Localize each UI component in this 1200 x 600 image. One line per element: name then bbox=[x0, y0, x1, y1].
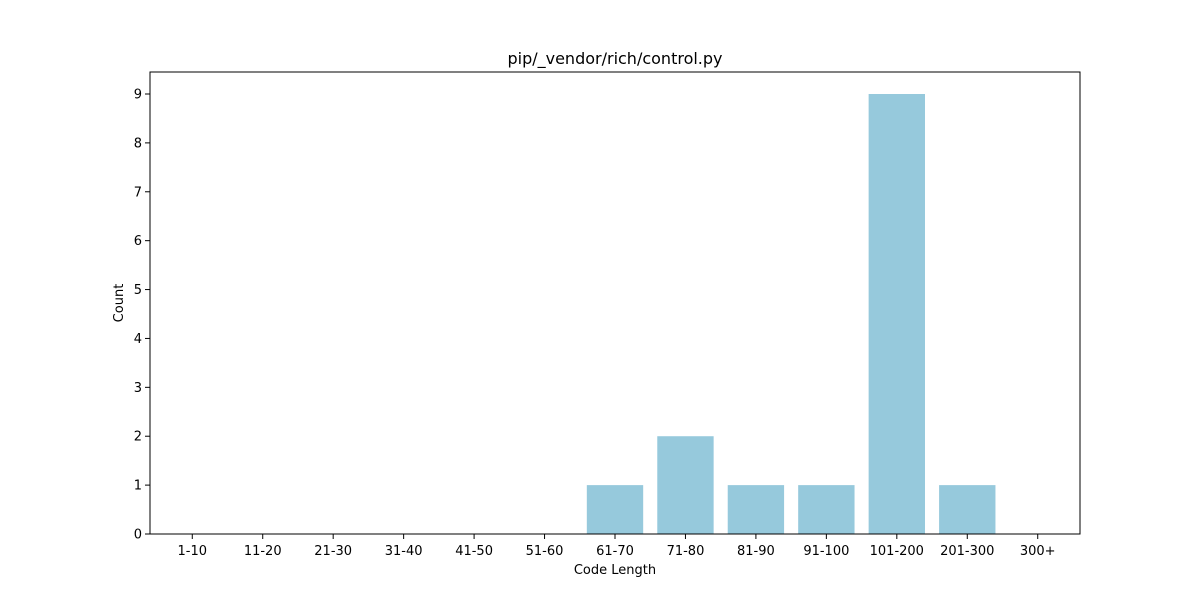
y-tick-label: 2 bbox=[134, 430, 142, 445]
bar-61-70 bbox=[586, 485, 644, 534]
x-tick-label: 300+ bbox=[1020, 544, 1056, 559]
x-tick-label: 51-60 bbox=[526, 544, 564, 559]
y-tick-label: 7 bbox=[134, 185, 142, 200]
y-axis: 0 1 2 3 4 5 6 7 8 9 bbox=[134, 88, 150, 543]
x-tick-label: 31-40 bbox=[385, 544, 423, 559]
x-tick-label: 61-70 bbox=[596, 544, 634, 559]
y-axis-label: Count bbox=[112, 284, 127, 323]
x-tick-label: 101-200 bbox=[870, 544, 924, 559]
y-tick-label: 9 bbox=[134, 88, 142, 103]
y-tick-label: 3 bbox=[134, 381, 142, 396]
bar-201-300 bbox=[939, 485, 996, 534]
x-tick-label: 71-80 bbox=[667, 544, 705, 559]
x-tick-label: 201-300 bbox=[940, 544, 994, 559]
x-tick-label: 11-20 bbox=[244, 544, 282, 559]
x-tick-label: 21-30 bbox=[314, 544, 352, 559]
x-tick-label: 1-10 bbox=[178, 544, 208, 559]
x-tick-label: 91-100 bbox=[803, 544, 849, 559]
bars-group bbox=[586, 94, 996, 534]
bar-101-200 bbox=[868, 94, 925, 534]
y-tick-label: 8 bbox=[134, 136, 142, 151]
y-tick-label: 5 bbox=[134, 283, 142, 298]
y-tick-label: 6 bbox=[134, 234, 142, 249]
x-tick-label: 41-50 bbox=[455, 544, 493, 559]
x-tick-label: 81-90 bbox=[737, 544, 775, 559]
bar-71-80 bbox=[657, 436, 714, 534]
x-axis-label: Code Length bbox=[574, 563, 656, 578]
bar-81-90 bbox=[727, 485, 785, 534]
y-tick-label: 1 bbox=[134, 479, 142, 494]
bar-91-100 bbox=[798, 485, 855, 534]
chart-title: pip/_vendor/rich/control.py bbox=[507, 49, 722, 69]
y-tick-label: 0 bbox=[134, 528, 142, 543]
y-tick-label: 4 bbox=[134, 332, 142, 347]
x-axis: 1-10 11-20 21-30 31-40 41-50 51-60 61-70 71-80 8… bbox=[178, 534, 1056, 559]
